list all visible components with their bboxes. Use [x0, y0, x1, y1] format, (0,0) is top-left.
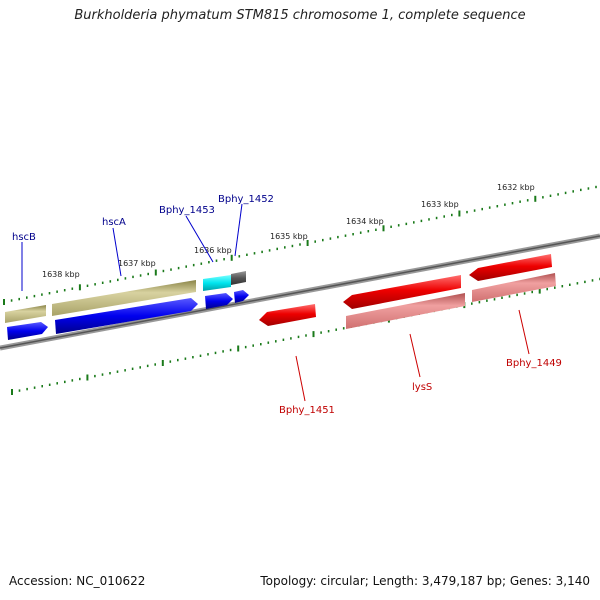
gene-bphy1449[interactable] [469, 254, 552, 281]
kbp-label: 1638 kbp [42, 270, 80, 279]
gene-label-hscB[interactable]: hscB [12, 232, 36, 243]
gene-bphy1452-outer[interactable] [231, 271, 246, 285]
gene-hscB-outer[interactable] [5, 305, 46, 323]
gene-bphy1453[interactable] [205, 293, 233, 309]
kbp-label: 1632 kbp [497, 183, 535, 192]
gene-label-bphy1452[interactable]: Bphy_1452 [218, 194, 274, 205]
gene-bphy1452[interactable] [234, 290, 249, 303]
kbp-label: 1636 kbp [194, 246, 232, 255]
gene-label-bphy1451[interactable]: Bphy_1451 [279, 405, 335, 416]
kbp-label: 1637 kbp [118, 259, 156, 268]
gene-bphy1453-outer[interactable] [203, 275, 231, 291]
gene-hscA-outer[interactable] [52, 280, 196, 316]
gene-label-bphy1453[interactable]: Bphy_1453 [159, 205, 215, 216]
gene-lysS[interactable] [343, 275, 461, 309]
kbp-label: 1633 kbp [421, 200, 459, 209]
gene-bphy1451[interactable] [259, 304, 316, 326]
kbp-label: 1634 kbp [346, 217, 384, 226]
accession-text: Accession: NC_010622 [9, 574, 146, 588]
gene-label-bphy1449[interactable]: Bphy_1449 [506, 358, 562, 369]
gene-label-lysS[interactable]: lysS [412, 382, 432, 393]
gene-lysS-outer[interactable] [346, 293, 465, 329]
gene-hscB[interactable] [7, 322, 48, 340]
scale-ticks-top [3, 185, 597, 305]
page-title: Burkholderia phymatum STM815 chromosome … [74, 8, 526, 23]
gene-hscA[interactable] [55, 298, 198, 334]
topology-text: Topology: circular; Length: 3,479,187 bp… [260, 574, 590, 588]
kbp-label: 1635 kbp [270, 232, 308, 241]
gene-label-hscA[interactable]: hscA [102, 217, 126, 228]
scale-ticks-bottom [11, 277, 600, 395]
gene-bphy1449-outer[interactable] [472, 273, 556, 302]
